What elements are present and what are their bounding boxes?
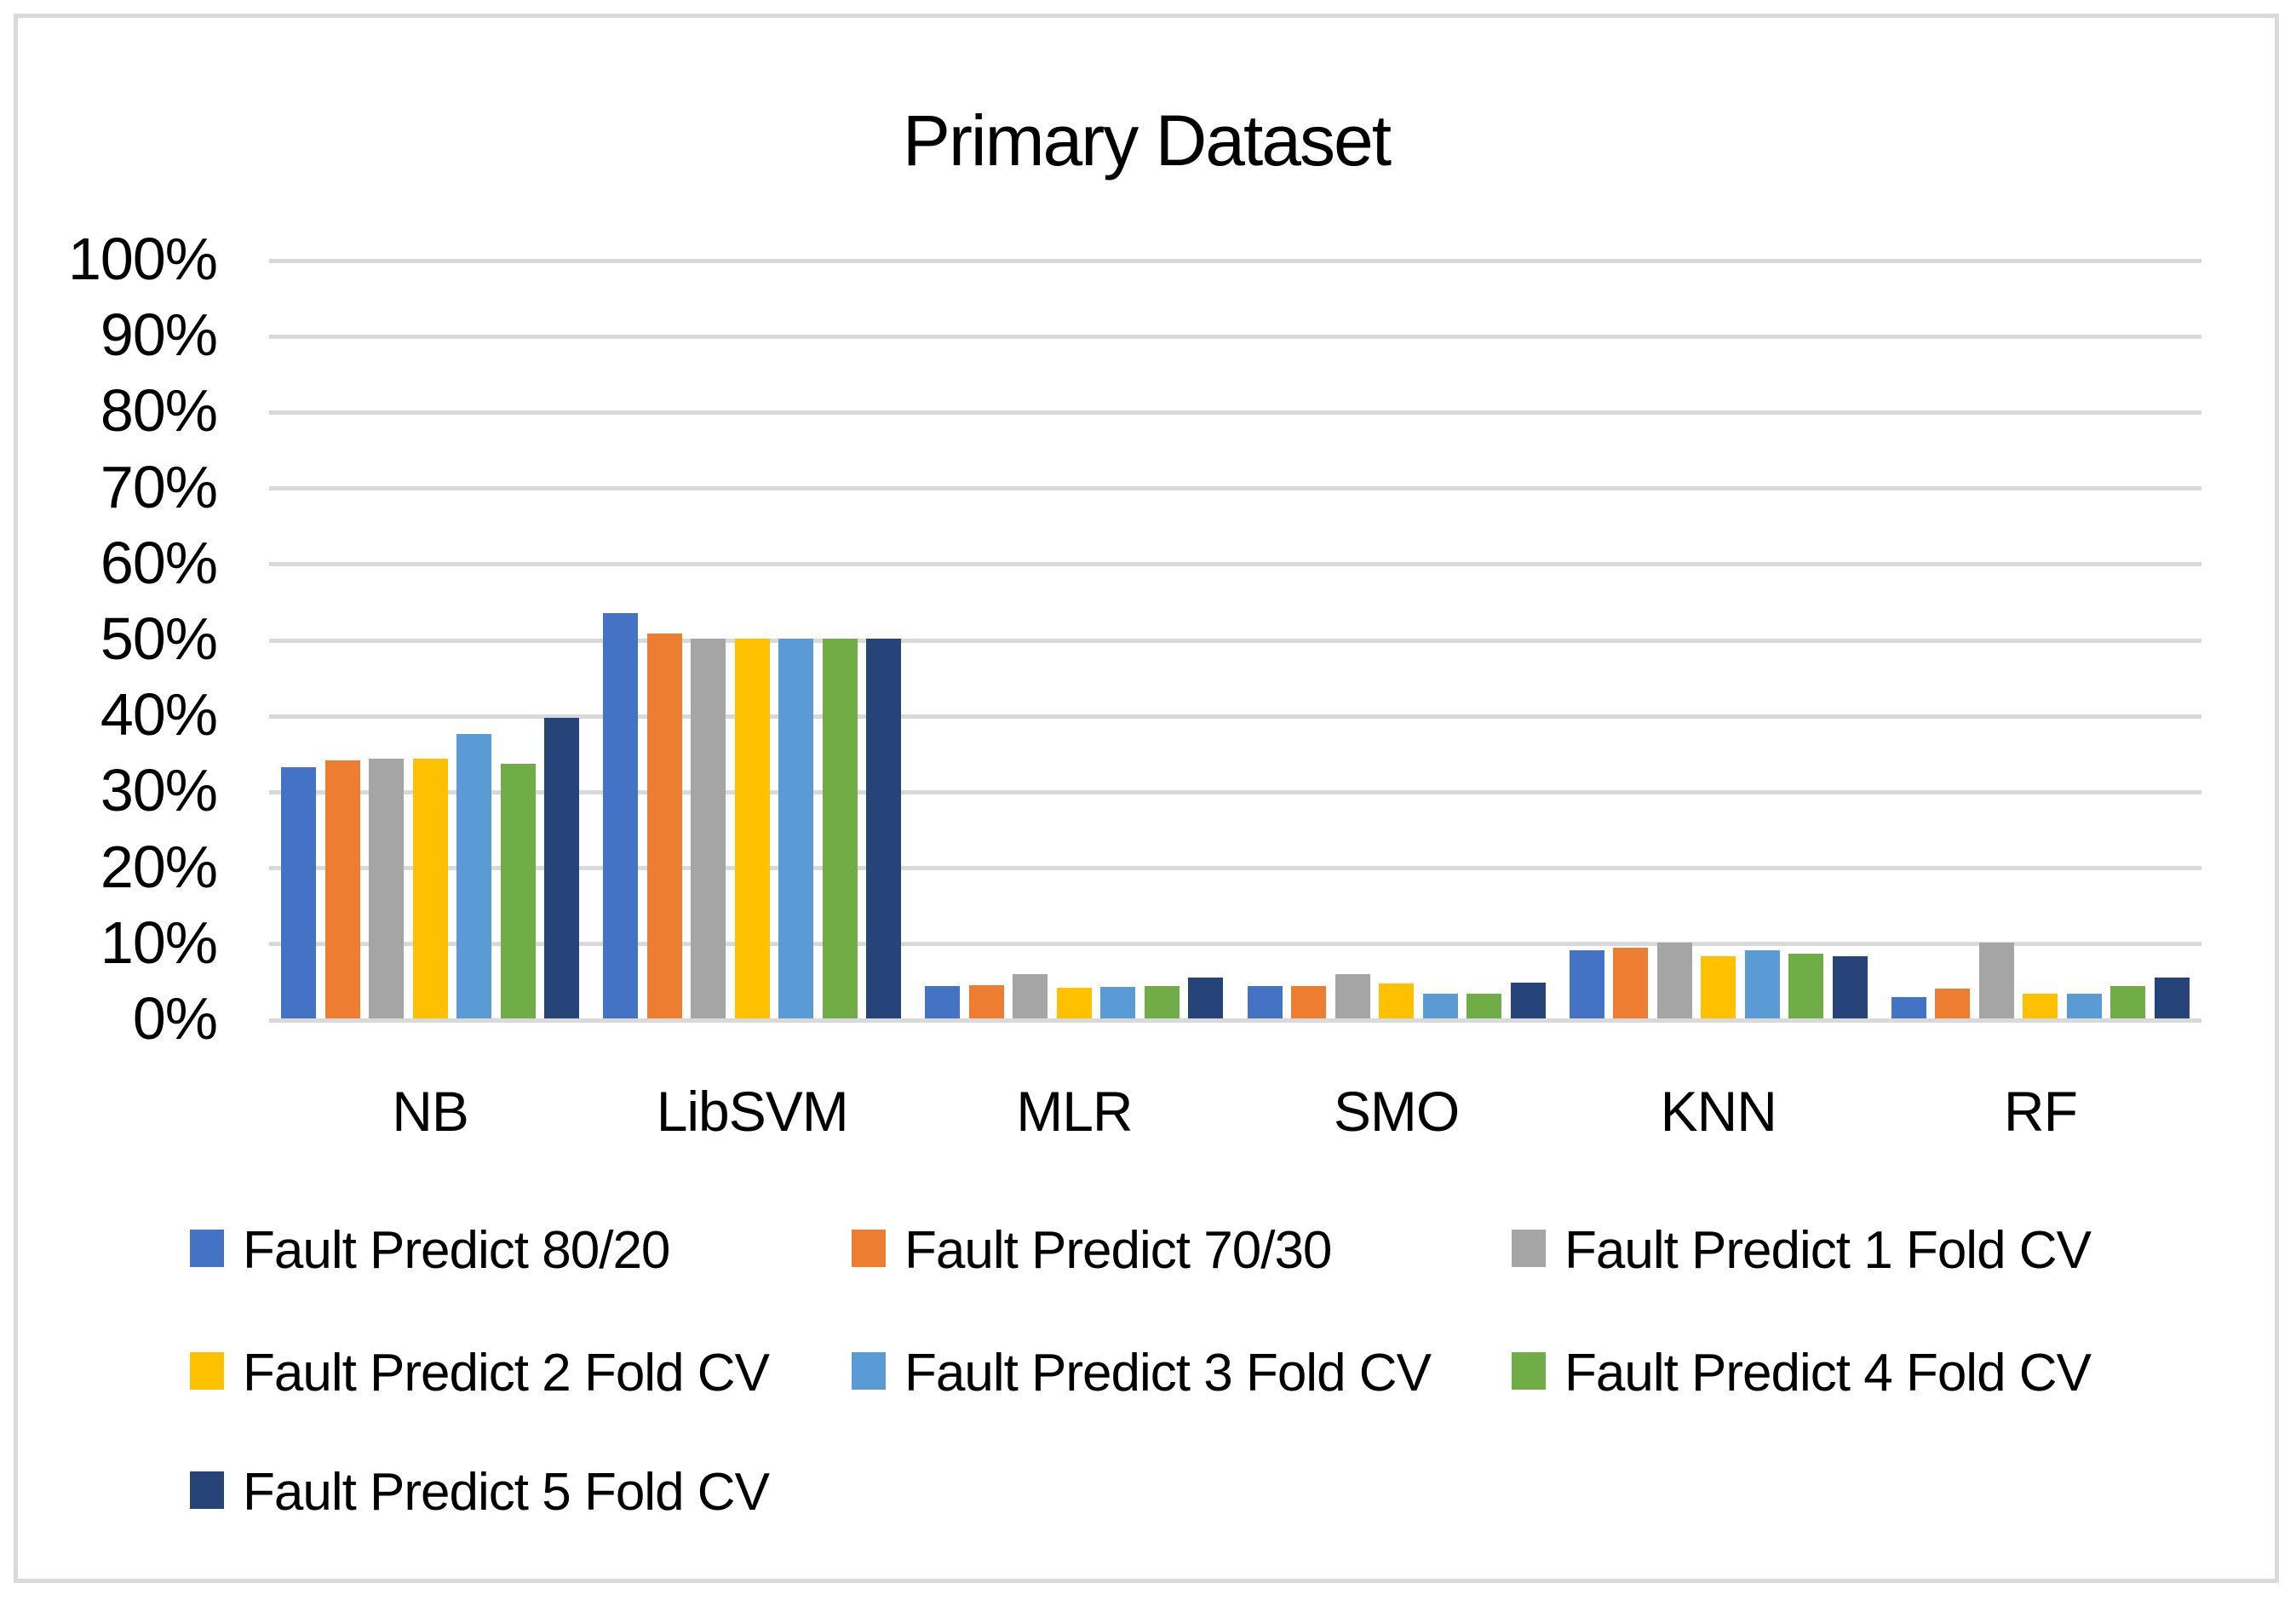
bar-MLR-series-6 — [1144, 985, 1180, 1018]
gridline-70pct — [269, 486, 2201, 491]
y-axis-tick-label: 60% — [100, 529, 218, 596]
legend-swatch-icon — [190, 1230, 224, 1267]
bar-RF-series-4 — [2023, 993, 2058, 1018]
y-axis-tick-label: 30% — [100, 757, 218, 824]
y-axis-tick-label: 100% — [67, 226, 218, 292]
legend-item: Fault Predict 3 Fold CV — [852, 1347, 1499, 1407]
bar-SMO-series-1 — [1247, 985, 1283, 1018]
bar-SMO-series-3 — [1335, 974, 1370, 1018]
bar-RF-series-6 — [2110, 985, 2146, 1018]
bar-RF-series-2 — [1935, 989, 1971, 1018]
legend-item: Fault Predict 2 Fold CV — [190, 1347, 837, 1407]
bar-NB-series-4 — [412, 758, 448, 1018]
bar-KNN-series-1 — [1569, 949, 1604, 1018]
legend-item: Fault Predict 70/30 — [852, 1224, 1499, 1284]
y-axis-tick-label: 70% — [100, 453, 218, 520]
gridline-30pct — [269, 789, 2201, 794]
gridline-20pct — [269, 866, 2201, 871]
legend-swatch-icon — [190, 1352, 224, 1390]
bar-KNN-series-6 — [1788, 954, 1824, 1018]
bar-NB-series-1 — [281, 766, 317, 1018]
bar-KNN-series-5 — [1744, 949, 1780, 1018]
legend-swatch-icon — [852, 1230, 886, 1267]
bar-SMO-series-4 — [1379, 983, 1415, 1018]
bar-KNN-series-7 — [1832, 955, 1868, 1018]
x-axis-category-label-LibSVM: LibSVM — [656, 1080, 849, 1143]
bar-MLR-series-3 — [1013, 974, 1048, 1018]
bar-RF-series-7 — [2154, 977, 2190, 1018]
legend-label: Fault Predict 70/30 — [904, 1221, 1332, 1280]
bar-NB-series-6 — [500, 764, 536, 1018]
y-axis-tick-label: 10% — [100, 909, 218, 976]
bar-LibSVM-series-1 — [603, 612, 639, 1018]
gridline-60pct — [269, 562, 2201, 567]
bar-MLR-series-5 — [1100, 986, 1136, 1018]
legend-swatch-icon — [1512, 1352, 1546, 1390]
bar-RF-series-5 — [2066, 993, 2102, 1018]
legend-label: Fault Predict 3 Fold CV — [904, 1344, 1432, 1402]
legend-swatch-icon — [190, 1471, 224, 1509]
gridline-50pct — [269, 638, 2201, 643]
legend-swatch-icon — [1512, 1230, 1546, 1267]
legend-item: Fault Predict 4 Fold CV — [1512, 1347, 2159, 1407]
bar-MLR-series-2 — [968, 984, 1004, 1018]
bar-SMO-series-7 — [1510, 983, 1546, 1018]
bar-KNN-series-4 — [1701, 955, 1736, 1018]
gridline-90pct — [269, 334, 2201, 339]
y-axis-tick-label: 50% — [100, 605, 218, 672]
bar-NB-series-2 — [324, 760, 360, 1018]
bar-SMO-series-5 — [1422, 993, 1458, 1018]
bar-LibSVM-series-6 — [822, 639, 858, 1018]
legend-label: Fault Predict 80/20 — [243, 1221, 670, 1280]
y-axis-tick-label: 20% — [100, 833, 218, 900]
bar-SMO-series-6 — [1467, 993, 1502, 1018]
bar-LibSVM-series-4 — [734, 639, 770, 1018]
y-axis-tick-label: 90% — [100, 301, 218, 369]
legend-label: Fault Predict 5 Fold CV — [243, 1463, 770, 1522]
bar-KNN-series-3 — [1656, 942, 1692, 1018]
chart-frame: Primary Dataset 100% 90% 80% 70% 60% 50% 40% 30… — [14, 14, 2279, 1583]
bar-LibSVM-series-3 — [691, 639, 726, 1018]
bar-LibSVM-series-7 — [866, 639, 902, 1018]
chart-title: Primary Dataset — [902, 100, 1392, 181]
legend-swatch-icon — [852, 1352, 886, 1390]
bar-LibSVM-series-2 — [646, 633, 682, 1018]
x-axis-category-label-KNN: KNN — [1660, 1080, 1777, 1143]
bar-RF-series-1 — [1891, 997, 1926, 1018]
legend-label: Fault Predict 4 Fold CV — [1564, 1344, 2092, 1402]
legend-label: Fault Predict 2 Fold CV — [243, 1344, 770, 1402]
plot-area: 100% 90% 80% 70% 60% 50% 40% 30% 20% 10% 0% NB LibS… — [18, 18, 2275, 1579]
gridline-100pct — [269, 258, 2201, 263]
bar-MLR-series-7 — [1188, 977, 1224, 1018]
x-axis-category-label-SMO: SMO — [1333, 1080, 1460, 1143]
legend-label: Fault Predict 1 Fold CV — [1564, 1221, 2092, 1280]
legend-item: Fault Predict 1 Fold CV — [1512, 1224, 2159, 1284]
bar-NB-series-3 — [369, 758, 405, 1018]
bar-NB-series-5 — [456, 734, 492, 1018]
gridline-10pct — [269, 942, 2201, 947]
y-axis-tick-label: 80% — [100, 377, 218, 444]
y-axis-tick-label: 40% — [100, 681, 218, 748]
bar-KNN-series-2 — [1613, 948, 1649, 1018]
legend-item: Fault Predict 5 Fold CV — [190, 1466, 837, 1526]
bar-MLR-series-1 — [925, 985, 961, 1018]
gridline-40pct — [269, 714, 2201, 719]
bar-MLR-series-4 — [1056, 988, 1092, 1018]
gridline-0pct — [269, 1018, 2201, 1023]
gridline-80pct — [269, 410, 2201, 415]
x-axis-category-label-NB: NB — [392, 1080, 469, 1143]
legend-item: Fault Predict 80/20 — [190, 1224, 837, 1284]
bar-NB-series-7 — [544, 717, 580, 1018]
x-axis-category-label-RF: RF — [2003, 1080, 2078, 1143]
bar-RF-series-3 — [1978, 942, 2014, 1018]
x-axis-category-label-MLR: MLR — [1016, 1080, 1133, 1143]
bar-SMO-series-2 — [1291, 985, 1327, 1018]
bar-LibSVM-series-5 — [778, 639, 814, 1018]
y-axis-tick-label: 0% — [132, 985, 218, 1052]
